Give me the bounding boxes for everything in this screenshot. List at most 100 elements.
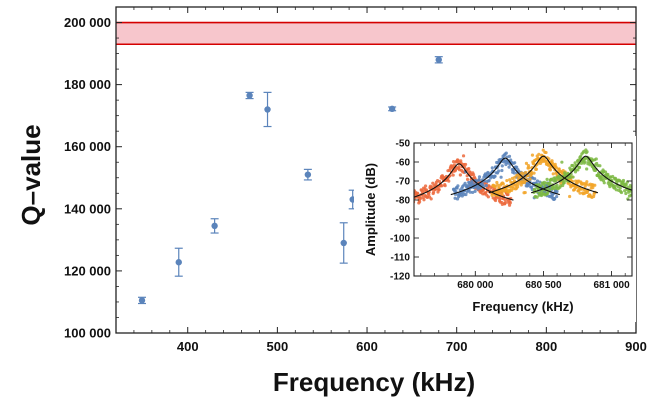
inset-data-point <box>608 185 612 189</box>
inset-data-point <box>440 184 444 188</box>
inset-data-point <box>431 190 436 194</box>
inset-data-point <box>579 154 583 159</box>
y-tick-label: 180 000 <box>64 77 111 92</box>
x-tick-label: 700 <box>446 339 468 354</box>
inset-data-point <box>619 190 624 195</box>
inset-data-point <box>524 161 529 166</box>
inset-data-point <box>598 164 602 168</box>
inset-data-point <box>524 170 528 175</box>
inset-data-point <box>571 175 575 179</box>
inset-data-point <box>471 190 475 195</box>
inset-data-point <box>477 175 482 179</box>
x-tick-label: 400 <box>177 339 199 354</box>
inset-data-point <box>512 171 516 175</box>
inset-data-point <box>427 192 431 197</box>
x-axis-title: Frequency (kHz) <box>273 367 475 397</box>
inset-data-point <box>583 160 587 164</box>
inset-data-point <box>501 182 505 186</box>
inset-data-point <box>468 190 472 194</box>
inset-data-point <box>527 166 531 170</box>
inset-data-point <box>493 185 497 189</box>
inset-data-point <box>508 201 512 205</box>
inset-data-point <box>624 183 628 187</box>
inset-data-point <box>429 197 433 201</box>
inset-fit-curve-1 <box>414 163 514 201</box>
inset-data-point <box>447 179 451 183</box>
inset-data-point <box>507 154 512 158</box>
y-tick-label: 120 000 <box>64 263 111 278</box>
data-point <box>304 171 312 178</box>
inset-y-tick-label: -70 <box>396 177 411 188</box>
inset-data-point <box>510 176 515 180</box>
inset-data-point <box>548 181 552 185</box>
inset-data-point <box>496 183 500 187</box>
inset-data-point <box>451 159 456 164</box>
inset-data-point <box>602 181 606 185</box>
data-point <box>138 297 146 304</box>
inset-data-point <box>575 185 579 189</box>
inset-y-tick-label: -100 <box>390 234 410 245</box>
inset-data-point <box>456 184 460 188</box>
inset-data-point <box>508 178 512 182</box>
inset-data-point <box>545 177 549 181</box>
inset-data-point <box>537 152 541 156</box>
inset-data-point <box>534 167 539 171</box>
inset-data-point <box>461 154 466 158</box>
data-point <box>435 56 442 63</box>
inset-data-point <box>594 157 598 161</box>
inset-y-tick-label: -50 <box>396 139 411 150</box>
inset-data-point <box>493 198 498 203</box>
inset-y-tick-label: -120 <box>390 272 410 283</box>
inset-frame <box>413 142 633 277</box>
inset-data-point <box>504 151 508 155</box>
inset-data-point <box>533 177 537 181</box>
inset-data-point <box>513 175 517 179</box>
inset-y-tick-label: -80 <box>396 196 411 207</box>
y-tick-label: 200 000 <box>64 15 111 30</box>
inset-plot: 680 000 680 500 681 000 -120 -110 -100 -90 -80 -… <box>354 136 636 322</box>
inset-data-point <box>512 179 517 183</box>
inset-data-point <box>621 178 626 183</box>
inset-data-point <box>453 196 457 200</box>
y-axis-title: Q–value <box>16 124 46 225</box>
inset-data-point <box>585 180 589 184</box>
inset-data-point <box>577 165 582 169</box>
inset-data-point <box>551 172 555 176</box>
inset-data-point <box>503 198 507 202</box>
inset-data-point <box>538 180 542 184</box>
inset-data-point <box>458 173 462 177</box>
inset-fit-curve-3 <box>488 155 599 194</box>
inset-data-point <box>618 186 622 190</box>
inset-data-point <box>623 189 627 193</box>
inset-data-point <box>585 150 589 154</box>
inset-x-tick-label: 680 500 <box>525 280 562 291</box>
x-tick-label: 900 <box>625 339 647 354</box>
inset-data-point <box>550 159 554 163</box>
data-point <box>246 92 253 99</box>
inset-data-point <box>533 187 537 191</box>
inset-data-point <box>539 184 543 188</box>
inset-data-point <box>521 172 525 176</box>
inset-data-point <box>473 189 477 193</box>
inset-data-point <box>498 197 502 201</box>
inset-data-point <box>535 195 539 199</box>
main-plot: 400 500 600 700 800 900 100 000 120 000 140 000 1… <box>64 6 647 354</box>
inset-fit-curve-4 <box>531 155 632 194</box>
inset-data-point <box>555 183 559 187</box>
inset-fit-curve-2 <box>450 157 560 196</box>
inset-data-point <box>477 178 481 182</box>
inset-data-point <box>422 198 426 202</box>
inset-data-point <box>500 164 504 168</box>
y-tick-label: 100 000 <box>64 326 111 341</box>
inset-data-point <box>532 162 536 166</box>
inset-data-point <box>553 197 557 201</box>
inset-data-point <box>557 167 561 171</box>
inset-data-point <box>497 169 501 173</box>
inset-data-point <box>624 191 628 196</box>
inset-data-point <box>495 180 499 185</box>
inset-data-point <box>437 179 442 184</box>
inset-data-point <box>417 200 422 204</box>
inset-data-point <box>576 168 580 172</box>
inset-data-point <box>571 163 575 168</box>
inset-data-point <box>430 185 434 189</box>
